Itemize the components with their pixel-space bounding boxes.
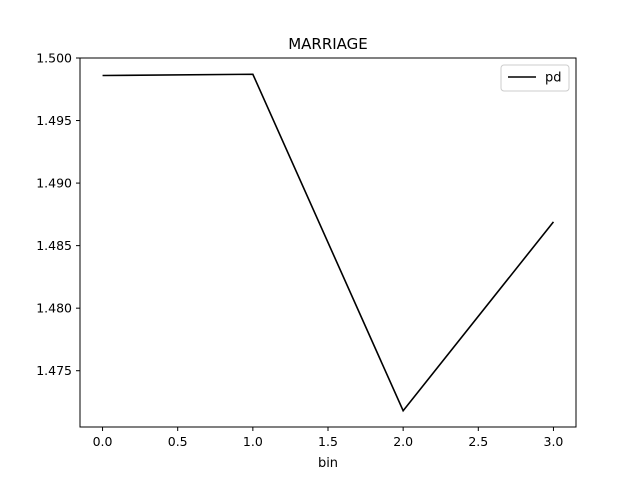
y-tick-label: 1.480	[36, 301, 72, 316]
x-tick-label: 2.0	[393, 434, 413, 449]
x-tick-label: 1.5	[318, 434, 338, 449]
x-tick-label: 2.5	[468, 434, 488, 449]
y-tick-label: 1.500	[36, 51, 72, 66]
y-tick-label: 1.475	[36, 363, 72, 378]
y-tick-label: 1.495	[36, 113, 72, 128]
legend-box	[500, 64, 570, 92]
y-tick-label: 1.485	[36, 238, 72, 253]
legend: pd	[500, 64, 570, 92]
series-line-pd	[102, 73, 555, 413]
x-tick-label: 0.5	[168, 434, 188, 449]
plot-area	[79, 57, 577, 428]
y-tick-label: 1.490	[36, 176, 72, 191]
chart-title: MARRIAGE	[288, 35, 368, 53]
y-axis: 1.475 1.480 1.485 1.490 1.495 1.500	[36, 51, 80, 378]
x-tick-label: 1.0	[243, 434, 263, 449]
x-axis-label: bin	[318, 456, 338, 471]
x-axis: 0.0 0.5 1.0 1.5 2.0 2.5 3.0	[93, 427, 564, 449]
x-tick-label: 3.0	[544, 434, 564, 449]
x-tick-label: 0.0	[93, 434, 113, 449]
legend-label: pd	[545, 71, 562, 86]
